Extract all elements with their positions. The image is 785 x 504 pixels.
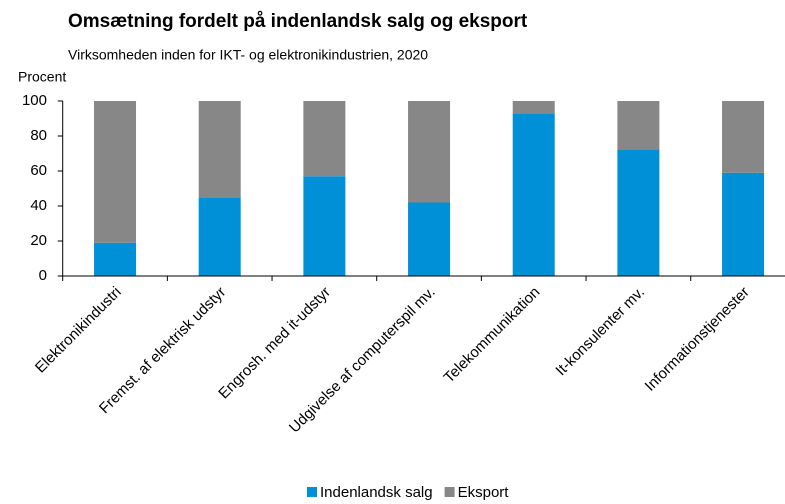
chart-title: Omsætning fordelt på indenlandsk salg og… <box>68 11 528 32</box>
x-tick-label: Engrosh. med it-udstyr <box>215 284 334 403</box>
bar-segment <box>94 242 137 276</box>
bar-segment <box>512 113 555 276</box>
x-tick-label: It-konsulenter mv. <box>552 284 648 380</box>
y-axis-label: Procent <box>18 69 66 85</box>
y-tick-label: 40 <box>30 197 47 214</box>
x-tick-label: Telekommunikation <box>441 284 544 387</box>
legend-swatch <box>444 487 455 497</box>
bar-segment <box>722 101 765 173</box>
y-tick-label: 80 <box>30 127 47 144</box>
x-tick-label: Elektronikindustri <box>32 284 125 377</box>
x-tick-label: Informationstjenester <box>642 284 753 395</box>
bar-segment <box>512 101 555 114</box>
y-tick-label: 0 <box>39 267 47 284</box>
y-tick-label: 60 <box>30 162 47 179</box>
bar-segment <box>198 197 241 276</box>
chart-subtitle: Virksomheden inden for IKT- og elektroni… <box>68 47 428 63</box>
legend-label: Eksport <box>458 484 510 501</box>
bar-segment <box>408 101 451 203</box>
bar-segment <box>617 150 660 276</box>
bar-segment <box>198 101 241 198</box>
bar-segment <box>303 101 346 177</box>
legend-label: Indenlandsk salg <box>320 484 433 501</box>
y-tick-label: 100 <box>22 92 47 109</box>
bar-segment <box>617 101 660 150</box>
legend-swatch <box>307 487 317 497</box>
y-tick-label: 20 <box>30 232 47 249</box>
bar-segment <box>408 202 451 276</box>
bar-segment <box>94 101 137 243</box>
bar-segment <box>722 172 765 276</box>
bar-segment <box>303 176 346 276</box>
